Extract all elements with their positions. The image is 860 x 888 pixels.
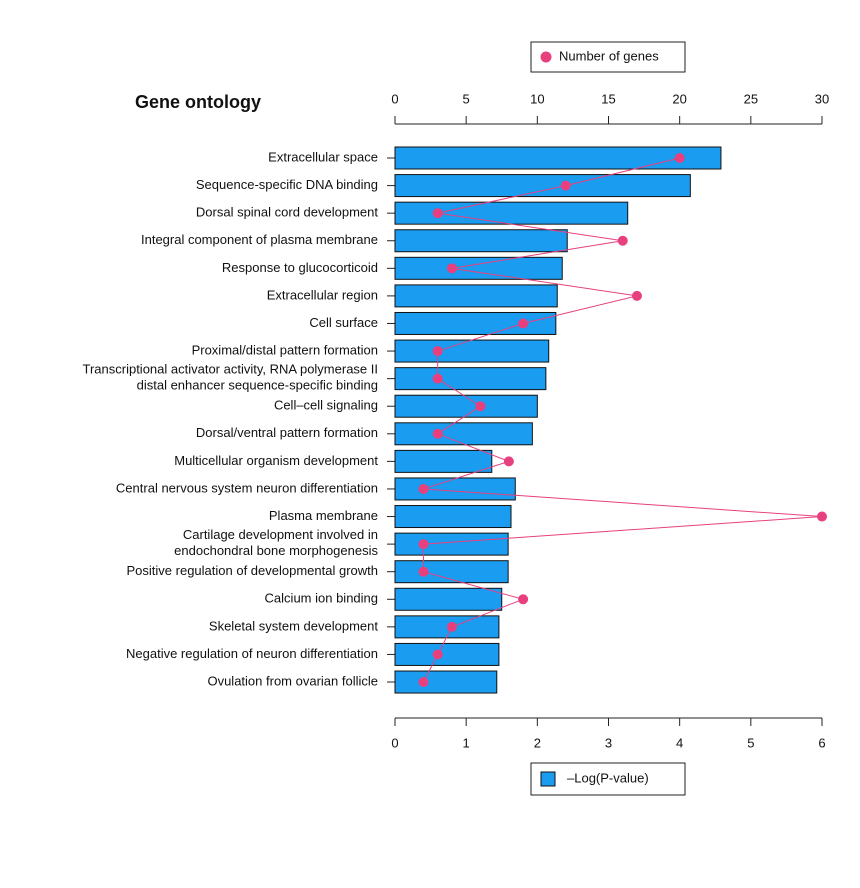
legend-label: –Log(P-value): [567, 770, 649, 785]
y-tick-label: Extracellular region: [267, 287, 378, 302]
bar: [394, 505, 512, 529]
bar: [394, 339, 550, 363]
bar: [394, 174, 691, 198]
bar: [394, 587, 503, 611]
bar: [394, 256, 563, 280]
genes-dot: [560, 180, 571, 191]
bar: [394, 284, 558, 308]
x2-tick-label: 0: [391, 91, 398, 106]
genes-dot: [432, 346, 443, 357]
bar: [394, 477, 516, 501]
genes-dot: [674, 153, 685, 163]
y-tick-label: Cell surface: [309, 315, 378, 330]
genes-dot: [617, 235, 628, 246]
x2-tick-label: 15: [601, 91, 615, 106]
genes-dot: [432, 208, 443, 219]
x-tick-label: 3: [605, 735, 612, 750]
y-tick-label: Response to glucocorticoid: [222, 260, 378, 275]
genes-dot: [432, 373, 443, 384]
bar: [394, 146, 722, 170]
x2-tick-label: 20: [672, 91, 686, 106]
x2-tick-label: 25: [744, 91, 758, 106]
y-tick-label: Integral component of plasma membrane: [141, 232, 378, 247]
y-tick-label: Proximal/distal pattern formation: [192, 342, 378, 357]
y-tick-label: Ovulation from ovarian follicle: [207, 673, 378, 688]
genes-dot: [418, 483, 429, 494]
x-tick-label: 4: [676, 735, 683, 750]
genes-dot: [503, 456, 514, 467]
x-tick-label: 2: [534, 735, 541, 750]
bar: [394, 532, 509, 556]
y-tick-label: Dorsal spinal cord development: [196, 205, 378, 220]
genes-dot: [446, 621, 457, 632]
bar: [394, 449, 493, 473]
legend-marker: [540, 51, 552, 63]
x2-tick-label: 5: [463, 91, 470, 106]
y-tick-label: Negative regulation of neuron differenti…: [126, 646, 378, 661]
genes-dot: [631, 290, 642, 301]
y-tick-label: Cell–cell signaling: [274, 398, 378, 413]
x-tick-label: 0: [391, 735, 398, 750]
genes-dot: [817, 511, 827, 522]
genes-dot: [446, 263, 457, 274]
y-tick-label: Calcium ion binding: [265, 591, 378, 606]
legend-marker: [540, 771, 556, 787]
genes-dot: [432, 428, 443, 439]
y-tick-label: Extracellular space: [268, 149, 378, 164]
legend-bottom: [530, 762, 686, 796]
genes-dot: [518, 318, 529, 329]
genes-dot: [432, 649, 443, 660]
genes-dot: [418, 566, 429, 577]
bar: [394, 642, 500, 666]
y-tick-label: Sequence-specific DNA binding: [196, 177, 378, 192]
x-tick-label: 1: [463, 735, 470, 750]
bar: [394, 229, 568, 253]
legend-top: [530, 41, 686, 73]
x2-tick-label: 10: [530, 91, 544, 106]
genes-dot: [418, 539, 429, 550]
y-tick-label: Transcriptional activator activity, RNA …: [83, 362, 379, 393]
bar: [394, 311, 557, 335]
genes-line: [422, 157, 823, 683]
genes-dot: [475, 401, 486, 412]
legend-label: Number of genes: [559, 48, 659, 63]
bar: [394, 367, 547, 391]
bar: [394, 422, 533, 446]
y-tick-label: Plasma membrane: [269, 508, 378, 523]
y-tick-label: Dorsal/ventral pattern formation: [196, 425, 378, 440]
genes-dot: [518, 594, 529, 605]
y-tick-label: Skeletal system development: [209, 618, 378, 633]
x-tick-label: 5: [747, 735, 754, 750]
bar: [394, 394, 538, 418]
x-tick-label: 6: [818, 735, 825, 750]
genes-dot: [418, 677, 429, 688]
bar: [394, 670, 498, 694]
y-tick-label: Multicellular organism development: [174, 453, 378, 468]
y-tick-label: Cartilage development involved in endocho…: [174, 528, 378, 559]
y-tick-label: Positive regulation of developmental gro…: [127, 563, 378, 578]
bar: [394, 201, 629, 225]
y-tick-label: Central nervous system neuron differenti…: [116, 480, 378, 495]
x2-tick-label: 30: [815, 91, 829, 106]
chart-title: Gene ontology: [135, 92, 261, 112]
